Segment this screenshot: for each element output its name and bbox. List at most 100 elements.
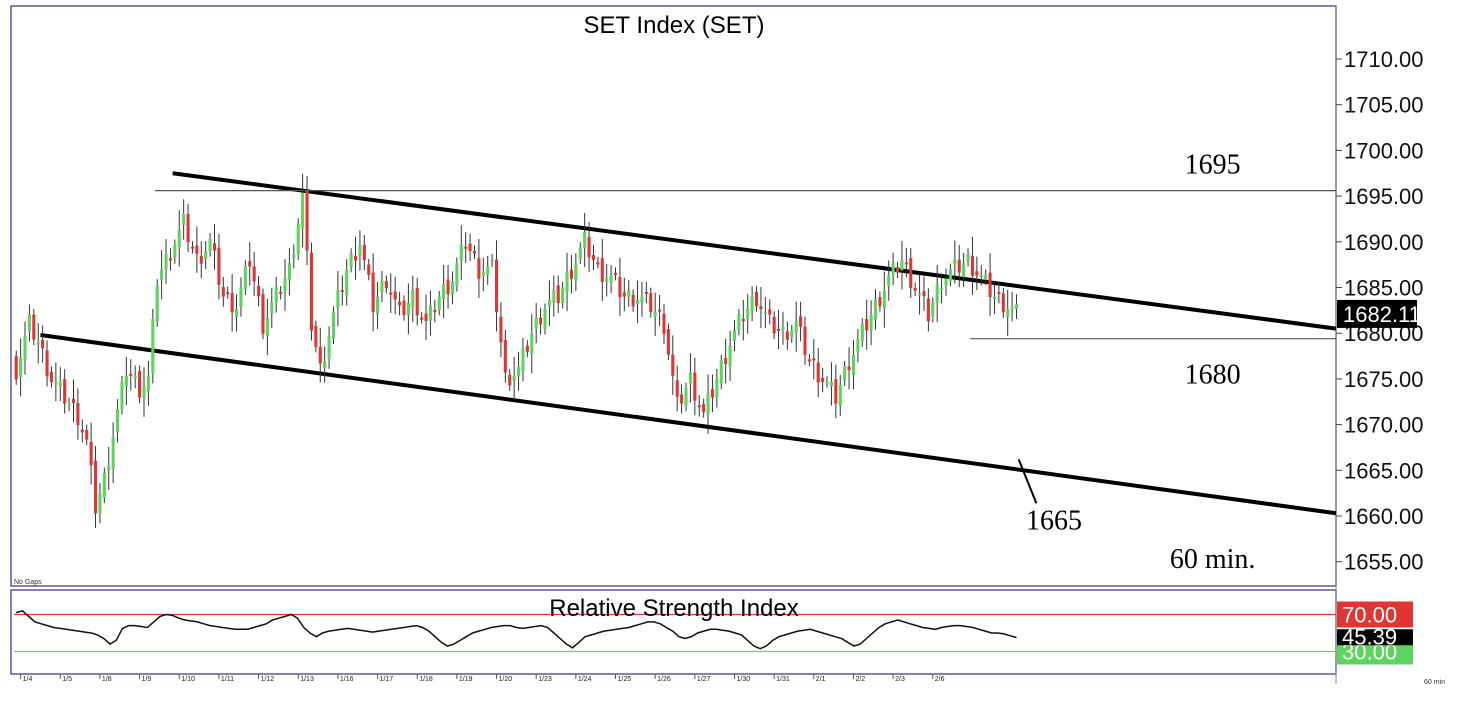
candle-up (120, 381, 124, 410)
candle-down (658, 309, 662, 312)
candle-down (649, 293, 653, 313)
candle-up (376, 296, 380, 315)
price-layer: 1710.00 1705.00 1700.00 1695.00 1690.00 1685.… (14, 47, 1424, 575)
candle-up (336, 290, 340, 308)
x-tick-label: 2/2 (855, 676, 865, 683)
trendline-lower-channel (40, 333, 1337, 516)
candle-down (697, 405, 701, 408)
candle-down (433, 309, 437, 313)
candle-up (605, 278, 609, 282)
y-tick-label: 1710.00 (1344, 47, 1424, 72)
candle-up (23, 336, 27, 361)
x-tick-label: 2/3 (895, 676, 905, 683)
candle-up (58, 381, 62, 387)
candle-down (41, 340, 45, 349)
candle-down (895, 267, 900, 273)
candle-down (970, 255, 974, 276)
candle-down (644, 291, 648, 294)
candle-down (754, 291, 759, 307)
candle-down (89, 441, 93, 466)
candle-up (116, 409, 120, 433)
candle-up (102, 473, 106, 498)
candle-down (362, 244, 366, 260)
y-tick-label: 1700.00 (1344, 138, 1424, 163)
x-tick-label: 1/24 (578, 676, 592, 683)
candle-down (494, 259, 499, 313)
candle-up (182, 213, 186, 225)
x-tick-label: 1/19 (459, 676, 473, 683)
candle-up (530, 333, 534, 355)
candle-up (27, 314, 31, 332)
candle-down (85, 430, 89, 440)
candle-up (450, 281, 455, 295)
candle-down (252, 266, 256, 282)
candle-up (151, 319, 155, 374)
candle-up (856, 339, 860, 353)
candle-down (49, 371, 53, 383)
candle-up (860, 323, 864, 342)
candle-down (168, 258, 172, 261)
candle-up (283, 278, 287, 292)
candle-up (935, 284, 939, 303)
candle-up (918, 293, 922, 296)
candle-up (984, 274, 988, 280)
candle-down (816, 362, 820, 383)
candle-up (160, 269, 164, 281)
x-tick-label: 1/27 (697, 676, 711, 683)
candle-down (702, 404, 706, 413)
candle-down (415, 287, 419, 316)
candle-up (287, 262, 291, 281)
candle-down (76, 402, 80, 426)
x-tick-label: 1/23 (538, 676, 552, 683)
candle-down (318, 346, 322, 364)
candle-up (838, 384, 842, 406)
candle-up (732, 330, 737, 341)
candle-up (67, 403, 71, 406)
y-tick-label: 1705.00 (1344, 93, 1424, 118)
candle-down (631, 294, 635, 307)
candle-up (940, 287, 944, 290)
candle-up (345, 269, 349, 296)
candle-down (821, 377, 825, 383)
x-tick-label: 1/11 (221, 676, 234, 683)
price-annotation: 1680 (1185, 359, 1241, 390)
candle-up (517, 366, 521, 377)
candle-up (301, 192, 305, 229)
candle-down (464, 246, 468, 249)
current-price-badge (1337, 299, 1417, 328)
candle-down (129, 373, 133, 376)
candle-up (825, 381, 829, 384)
candle-up (737, 314, 741, 331)
price-chart-title: SET Index (SET) (584, 12, 765, 39)
candle-up (574, 263, 578, 282)
trendline-upper-channel (172, 171, 1337, 331)
candle-down (539, 317, 543, 325)
candle-up (715, 378, 719, 398)
y-tick-label: 1690.00 (1344, 230, 1424, 255)
candle-down (693, 372, 697, 401)
candle-up (36, 342, 40, 345)
candle-up (1010, 306, 1014, 309)
candle-down (768, 309, 772, 315)
candle-down (525, 345, 529, 352)
y-tick-label: 1675.00 (1344, 367, 1424, 392)
candle-up (552, 290, 556, 302)
candle-up (992, 296, 997, 300)
candle-down (257, 285, 261, 297)
candle-up (653, 311, 657, 317)
candle-up (966, 253, 970, 261)
candle-down (613, 272, 618, 275)
candle-down (261, 294, 265, 334)
candle-down (569, 269, 573, 279)
candle-down (922, 291, 926, 297)
candle-down (138, 370, 142, 398)
candle-down (230, 293, 234, 313)
candle-up (111, 436, 115, 469)
candle-up (746, 308, 750, 320)
candle-down (80, 429, 84, 433)
y-tick-label: 1665.00 (1344, 458, 1424, 483)
candle-down (997, 292, 1001, 295)
candle-down (710, 389, 714, 398)
candle-up (177, 229, 181, 248)
